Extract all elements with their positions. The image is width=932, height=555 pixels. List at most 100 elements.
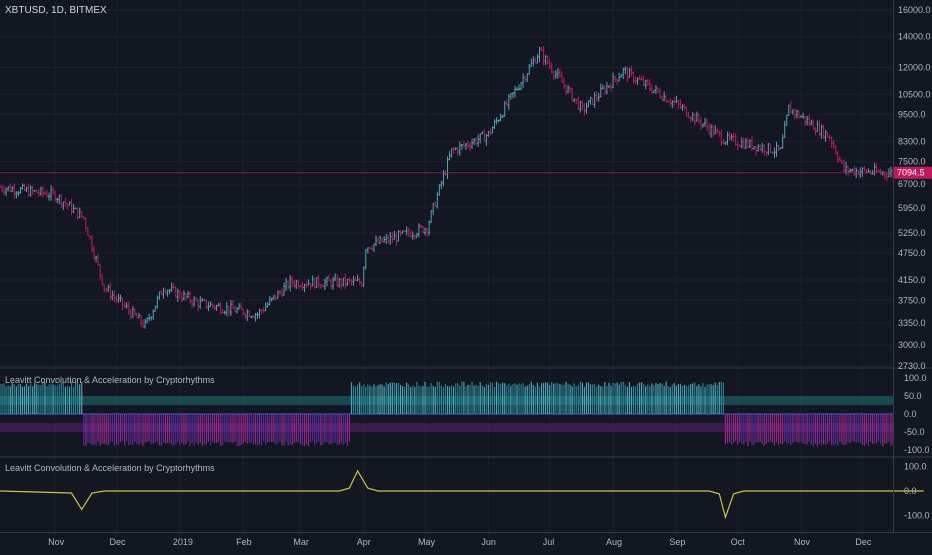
ohlc-bar	[787, 104, 790, 117]
time-tick-label: Mar	[293, 537, 309, 547]
ohlc-bar	[391, 232, 394, 244]
ohlc-bar	[826, 131, 829, 138]
ohlc-bar	[677, 99, 680, 110]
ohlc-bar	[250, 315, 253, 319]
ohlc-bar	[806, 115, 809, 126]
ohlc-bar	[43, 191, 46, 196]
price-tick-label: 12000.0	[898, 63, 931, 73]
ohlc-bar	[323, 278, 326, 291]
ohlc-bar	[215, 304, 218, 311]
ohlc-bar	[622, 67, 625, 80]
ohlc-bar	[438, 184, 441, 196]
ohlc-bar	[184, 292, 187, 301]
ohlc-bar	[58, 194, 61, 205]
time-tick-label: Jun	[481, 537, 496, 547]
ohlc-bar	[509, 93, 512, 100]
convolution-pane[interactable]: Leavitt Convolution & Acceleration by Cr…	[0, 375, 894, 447]
time-tick-label: Sep	[669, 537, 685, 547]
ohlc-bar	[610, 83, 612, 92]
ohlc-bar	[180, 292, 183, 303]
ohlc-bar	[248, 310, 251, 318]
ohlc-bar	[565, 84, 568, 96]
ohlc-bar	[877, 168, 880, 172]
ohlc-bar	[546, 55, 549, 65]
ohlc-bar	[587, 100, 590, 108]
ohlc-bar	[234, 305, 236, 313]
ohlc-bar	[446, 156, 449, 180]
ohlc-bar	[691, 112, 694, 122]
ohlc-bar	[211, 303, 214, 309]
ohlc-bar	[771, 151, 774, 154]
ohlc-bar	[152, 309, 155, 320]
ohlc-bar	[597, 92, 600, 102]
ohlc-bar	[84, 216, 87, 232]
ohlc-bar	[603, 85, 606, 95]
ohlc-bar	[162, 287, 165, 299]
ohlc-bar	[614, 75, 617, 83]
ohlc-bar	[193, 296, 196, 307]
ohlc-bar	[332, 276, 335, 291]
ohlc-bar	[528, 63, 531, 75]
ohlc-bar	[107, 284, 110, 293]
ohlc-bar	[665, 95, 668, 103]
ohlc-bar	[133, 308, 136, 316]
ohlc-bar	[127, 301, 130, 315]
ohlc-bar	[156, 295, 159, 309]
ohlc-bar	[0, 184, 1, 188]
ohlc-bar	[663, 91, 666, 102]
ohlc-bar	[652, 89, 655, 94]
ohlc-bar	[466, 140, 469, 149]
ohlc-bar	[274, 295, 277, 301]
ohlc-bar	[601, 84, 604, 90]
last-price-badge-bg	[894, 166, 932, 179]
ohlc-bar	[710, 124, 713, 138]
ohlc-bar	[66, 203, 69, 210]
ohlc-bar	[540, 47, 543, 52]
time-tick-label: Oct	[731, 537, 746, 547]
ohlc-bar	[293, 279, 296, 289]
ohlc-bar	[548, 58, 551, 70]
ohlc-bar	[469, 141, 471, 152]
ohlc-bar	[646, 78, 649, 87]
ohlc-bar	[556, 68, 559, 79]
ohlc-bar	[730, 133, 733, 141]
ohlc-bar	[33, 189, 36, 192]
ohlc-bar	[520, 81, 523, 91]
ohlc-bar	[244, 312, 247, 319]
ohlc-bar	[205, 299, 208, 309]
ohlc-bar	[56, 197, 59, 204]
ohlc-bar	[599, 83, 602, 98]
ohlc-bar	[415, 232, 418, 239]
time-axis[interactable]: Nov Dec 2019 Feb Mar Apr May Jun Jul Aug Sep Oct Nov…	[48, 537, 872, 547]
ohlc-bar	[751, 136, 753, 151]
ohlc-bar	[154, 305, 157, 312]
ohlc-bar	[511, 92, 514, 99]
ohlc-bar	[256, 311, 259, 320]
ohlc-bar	[714, 125, 717, 135]
ohlc-bar	[554, 70, 557, 79]
ohlc-bar	[818, 119, 821, 136]
price-tick-label: 14000.0	[898, 32, 931, 42]
price-pane[interactable]: XBTUSD, 1D, BITMEX	[0, 5, 894, 329]
ohlc-bar	[142, 319, 145, 329]
ohlc-bar	[266, 302, 269, 308]
ohlc-bar	[716, 128, 719, 135]
ohlc-bar	[309, 282, 312, 290]
ohlc-bar	[748, 139, 751, 149]
ohlc-bar	[246, 309, 249, 322]
ohlc-bar	[675, 95, 678, 104]
ohlc-bar	[632, 71, 635, 84]
ohlc-bar	[456, 147, 459, 156]
acceleration-pane[interactable]: Leavitt Convolution & Acceleration by Cr…	[0, 463, 924, 520]
ohlc-bar	[654, 85, 657, 94]
ohlc-bar	[176, 288, 179, 302]
acceleration-axis[interactable]: 100.0 0.0 -100.0	[904, 462, 930, 521]
price-axis[interactable]: 16000.0 14000.0 12000.0 10500.0 9500.0 8300.0…	[898, 5, 931, 371]
ohlc-bar	[712, 124, 715, 138]
convolution-axis[interactable]: 100.0 50.0 0.0 -50.0 -100.0	[904, 373, 930, 455]
ohlc-bar	[573, 98, 576, 103]
convolution-tick-label: 100.0	[904, 373, 927, 383]
